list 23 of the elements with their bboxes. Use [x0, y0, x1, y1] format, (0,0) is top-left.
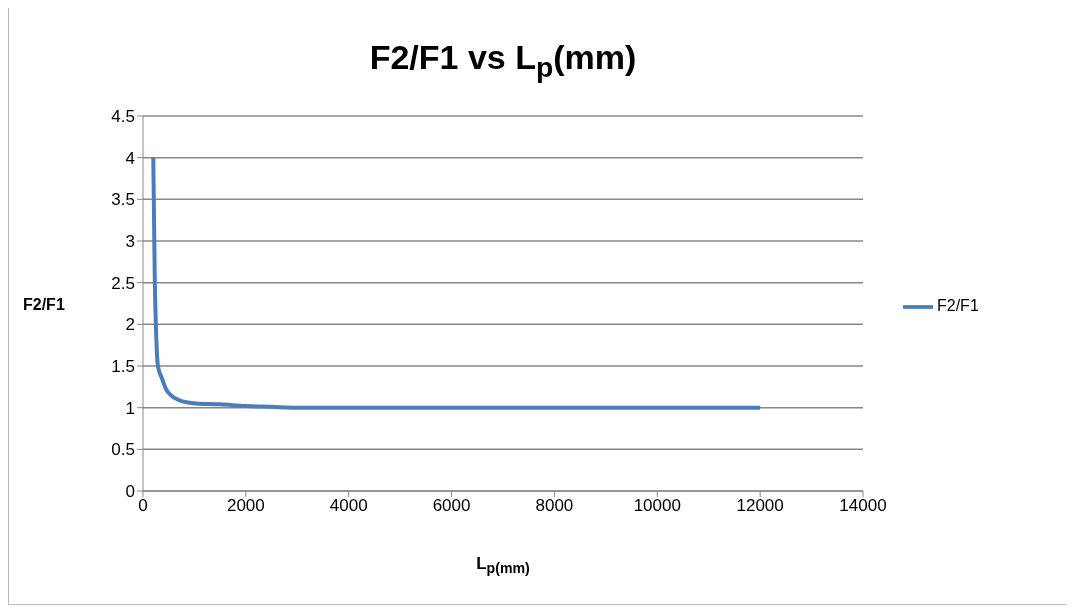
y-tick-label: 2.5 [111, 273, 135, 293]
x-tick-label: 6000 [432, 496, 471, 516]
x-tick-label: 2000 [226, 496, 265, 516]
y-axis-title: F2/F1 [23, 296, 65, 314]
line-series [151, 155, 763, 410]
y-tick-label: 3.5 [111, 190, 135, 210]
chart-title: F2/F1 vs L$_{p}$(mm) [368, 38, 638, 84]
legend-label: F2/F1 [937, 296, 979, 314]
y-tick-label: 0.5 [111, 440, 135, 460]
y-tick-label: 4.5 [111, 107, 135, 127]
x-tick-label: 14000 [839, 496, 887, 516]
x-tick-label: 10000 [633, 496, 681, 516]
x-tick-label: 0 [138, 496, 148, 516]
x-tick-label: 8000 [535, 496, 574, 516]
y-tick-label: 1 [125, 398, 135, 418]
y-tick-label: 3 [125, 232, 135, 252]
y-tick-label: 0 [125, 482, 135, 502]
x-tick-label: 12000 [736, 496, 784, 516]
y-tick-label: 1.5 [111, 357, 135, 377]
x-axis-title: L$_{p(mm)}$ [475, 554, 531, 577]
y-tick-label: 4 [125, 148, 135, 168]
x-tick-label: 4000 [329, 496, 368, 516]
y-tick-label: 2 [125, 315, 135, 335]
